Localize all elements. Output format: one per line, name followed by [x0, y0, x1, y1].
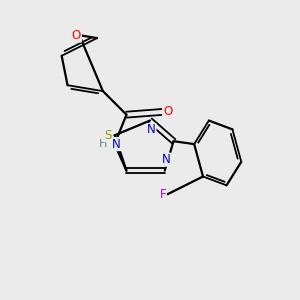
- Text: H: H: [99, 139, 107, 149]
- Text: N: N: [147, 124, 156, 136]
- Text: O: O: [163, 105, 172, 118]
- Text: N: N: [112, 138, 121, 151]
- Text: N: N: [162, 153, 171, 166]
- Text: O: O: [72, 29, 81, 42]
- Text: S: S: [104, 129, 112, 142]
- Text: F: F: [160, 188, 166, 201]
